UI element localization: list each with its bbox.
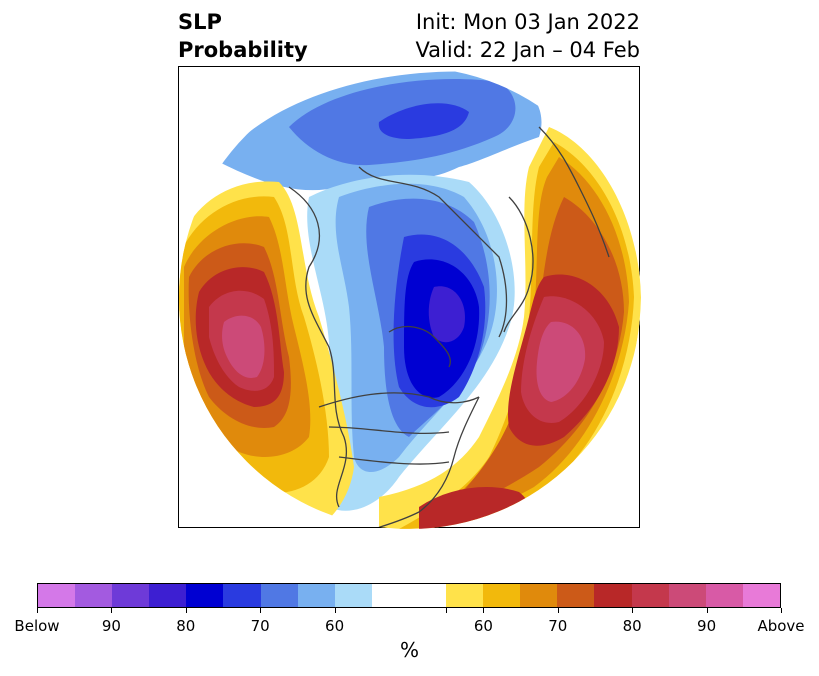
colorbar-unit-label: % [399,638,419,662]
colorbar-tick-label: 60 [473,617,493,635]
colorbar-tick [482,608,484,613]
colorbar-segment [38,584,76,607]
colorbar-segment [371,584,409,607]
colorbar-tick [706,608,708,613]
map-panel [178,66,641,529]
run-info: Init: Mon 03 Jan 2022 Valid: 22 Jan – 04… [415,8,640,64]
colorbar-segment [742,584,780,607]
colorbar-segment [631,584,669,607]
central-below-peak [428,286,465,343]
colorbar-segment [149,584,187,607]
colorbar-tick [780,608,782,613]
colorbar-tick-label: Above [757,617,805,635]
colorbar [37,583,781,608]
atlantic-above-core [536,321,586,402]
probability-field [179,67,641,529]
colorbar-segment [557,584,595,607]
colorbar-tick [557,608,559,613]
colorbar-segment [334,584,372,607]
colorbar-tick-label: Below [14,617,60,635]
colorbar-tick [259,608,261,613]
colorbar-tick [631,608,633,613]
colorbar-segment [297,584,335,607]
colorbar-tick-label: 80 [622,617,642,635]
colorbar-tick-label: 90 [101,617,121,635]
colorbar-tick-label: 60 [325,617,345,635]
colorbar-segment [520,584,558,607]
colorbar-segment [112,584,150,607]
arctic-below-core [378,103,469,139]
pacific-above-core [222,315,265,378]
colorbar-tick [185,608,187,613]
colorbar-segment [408,584,447,607]
colorbar-segment [668,584,706,607]
colorbar-ticks: Below 90 80 70 60 60 70 80 90 Above [0,608,819,635]
init-date: Init: Mon 03 Jan 2022 [415,10,640,34]
colorbar-tick [334,608,336,613]
valid-range: Valid: 22 Jan – 04 Feb [415,38,640,62]
colorbar-segment [446,584,484,607]
colorbar-segment [223,584,261,607]
colorbar-tick-label: 70 [250,617,270,635]
colorbar-segment [594,584,632,607]
colorbar-segment [75,584,113,607]
map-title: SLP Probability [178,8,308,64]
colorbar-tick [110,608,112,613]
colorbar-tick-label: 80 [176,617,196,635]
colorbar-segment [186,584,224,607]
title-line-2: Probability [178,38,308,62]
colorbar-tick [36,608,38,613]
colorbar-tick [445,608,447,613]
colorbar-segment [705,584,743,607]
title-line-1: SLP [178,10,222,34]
colorbar-tick-label: 90 [697,617,717,635]
colorbar-segment [260,584,298,607]
probability-map [179,67,641,529]
colorbar-segment [483,584,521,607]
colorbar-tick-label: 70 [548,617,568,635]
coastlines [288,126,610,529]
